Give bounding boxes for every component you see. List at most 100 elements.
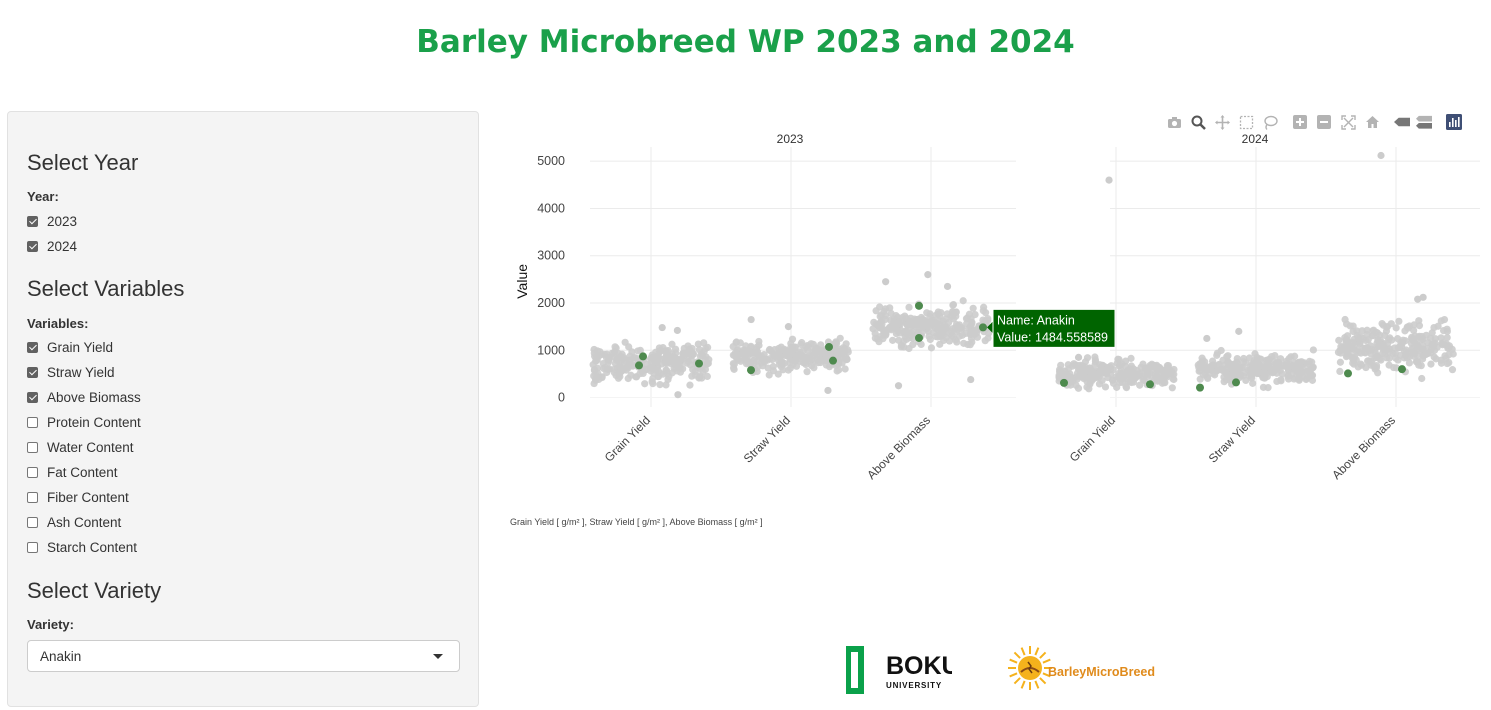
- checkbox-icon[interactable]: [27, 341, 38, 353]
- background-point[interactable]: [604, 358, 612, 366]
- background-point[interactable]: [1154, 363, 1162, 371]
- background-point[interactable]: [1086, 364, 1094, 373]
- background-point[interactable]: [1085, 385, 1093, 393]
- background-point[interactable]: [757, 352, 766, 360]
- background-point[interactable]: [833, 348, 841, 356]
- background-point[interactable]: [952, 321, 961, 329]
- background-point[interactable]: [804, 355, 812, 363]
- background-point[interactable]: [1161, 379, 1169, 387]
- background-point[interactable]: [937, 322, 945, 331]
- highlight-point[interactable]: [1398, 365, 1406, 374]
- background-point[interactable]: [636, 370, 644, 378]
- background-point[interactable]: [1284, 371, 1293, 380]
- background-point[interactable]: [1291, 367, 1299, 375]
- background-point[interactable]: [1109, 366, 1117, 374]
- background-point[interactable]: [839, 344, 847, 352]
- background-point[interactable]: [616, 363, 624, 371]
- background-point[interactable]: [1392, 324, 1400, 332]
- background-point[interactable]: [1443, 333, 1451, 342]
- highlight-point[interactable]: [639, 352, 647, 361]
- background-point[interactable]: [732, 338, 741, 346]
- background-point[interactable]: [1233, 364, 1242, 372]
- background-point[interactable]: [1336, 367, 1344, 376]
- background-point[interactable]: [810, 364, 818, 372]
- background-point[interactable]: [1415, 332, 1424, 340]
- background-point[interactable]: [936, 340, 944, 348]
- background-point[interactable]: [889, 336, 897, 344]
- highlight-point[interactable]: [915, 301, 923, 310]
- background-point[interactable]: [1304, 373, 1312, 381]
- background-point[interactable]: [1283, 363, 1291, 371]
- background-point[interactable]: [1395, 343, 1404, 351]
- background-point[interactable]: [1148, 362, 1156, 370]
- background-point[interactable]: [1163, 370, 1171, 379]
- highlight-point[interactable]: [695, 359, 703, 368]
- background-point[interactable]: [658, 323, 666, 332]
- background-point[interactable]: [747, 315, 755, 324]
- background-point[interactable]: [661, 347, 669, 355]
- background-point[interactable]: [647, 358, 655, 366]
- background-point[interactable]: [662, 366, 671, 375]
- background-point[interactable]: [1271, 361, 1279, 369]
- background-point[interactable]: [929, 316, 938, 324]
- background-point[interactable]: [1088, 376, 1096, 385]
- background-point[interactable]: [872, 307, 880, 315]
- background-point[interactable]: [1253, 366, 1262, 374]
- zoom-in-icon[interactable]: [1292, 114, 1308, 130]
- highlight-point[interactable]: [979, 323, 987, 332]
- background-point[interactable]: [1395, 317, 1403, 325]
- checkbox-icon[interactable]: [27, 215, 38, 227]
- background-point[interactable]: [917, 340, 925, 348]
- background-point[interactable]: [775, 349, 783, 358]
- background-point[interactable]: [835, 366, 843, 374]
- background-point[interactable]: [1239, 358, 1248, 366]
- highlight-point[interactable]: [1146, 380, 1154, 389]
- background-point[interactable]: [774, 370, 782, 378]
- background-point[interactable]: [875, 324, 884, 332]
- background-point[interactable]: [1415, 344, 1424, 352]
- checkbox-icon[interactable]: [27, 517, 38, 529]
- background-point[interactable]: [740, 356, 748, 364]
- background-point[interactable]: [1357, 360, 1365, 368]
- background-point[interactable]: [1385, 348, 1393, 356]
- background-point[interactable]: [1397, 351, 1405, 359]
- variable-checkbox-ash-content[interactable]: Ash Content: [27, 514, 121, 532]
- background-point[interactable]: [764, 364, 772, 372]
- background-point[interactable]: [967, 375, 975, 384]
- background-point[interactable]: [694, 340, 702, 348]
- background-point[interactable]: [1353, 327, 1361, 335]
- checkbox-icon[interactable]: [27, 467, 38, 478]
- background-point[interactable]: [923, 309, 931, 317]
- camera-icon[interactable]: [1166, 114, 1182, 130]
- background-point[interactable]: [789, 345, 797, 353]
- highlight-point[interactable]: [829, 356, 837, 365]
- background-point[interactable]: [1298, 373, 1307, 381]
- background-point[interactable]: [1431, 339, 1439, 347]
- background-point[interactable]: [882, 278, 890, 286]
- variable-checkbox-grain-yield[interactable]: Grain Yield: [27, 338, 113, 356]
- background-point[interactable]: [1249, 360, 1257, 368]
- background-point[interactable]: [1268, 352, 1276, 361]
- background-point[interactable]: [1353, 346, 1361, 354]
- background-point[interactable]: [703, 360, 711, 368]
- background-point[interactable]: [683, 359, 691, 367]
- background-point[interactable]: [1439, 326, 1448, 335]
- background-point[interactable]: [731, 349, 740, 357]
- background-point[interactable]: [1377, 342, 1386, 350]
- zoom-out-icon[interactable]: [1316, 114, 1332, 130]
- background-point[interactable]: [1377, 356, 1385, 364]
- background-point[interactable]: [914, 318, 922, 327]
- background-point[interactable]: [1203, 334, 1211, 343]
- background-point[interactable]: [1262, 370, 1270, 378]
- background-point[interactable]: [886, 304, 894, 312]
- background-point[interactable]: [1341, 315, 1349, 324]
- variable-checkbox-water-content[interactable]: Water Content: [27, 438, 134, 456]
- background-point[interactable]: [907, 314, 915, 322]
- background-point[interactable]: [869, 325, 877, 333]
- background-point[interactable]: [729, 364, 738, 372]
- background-point[interactable]: [1336, 358, 1345, 366]
- background-point[interactable]: [924, 271, 932, 279]
- background-point[interactable]: [1379, 321, 1387, 329]
- variable-checkbox-fat-content[interactable]: Fat Content: [27, 464, 118, 482]
- background-point[interactable]: [1138, 369, 1146, 377]
